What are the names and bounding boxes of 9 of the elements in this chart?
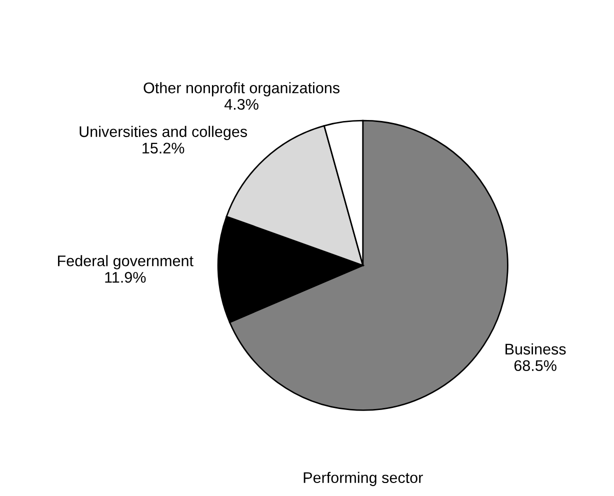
data-label: 68.5% bbox=[514, 360, 556, 372]
data-label: 11.9% bbox=[105, 272, 146, 283]
slice-label: Federal government bbox=[58, 255, 194, 270]
slice-label: Universities and colleges bbox=[80, 126, 248, 140]
text: Performing sector bbox=[304, 472, 423, 486]
slice-label: Business bbox=[506, 343, 566, 355]
slice-label: Other nonprofit organizations bbox=[144, 82, 340, 96]
data-label: 15.2% bbox=[142, 142, 184, 154]
data-label: 4.3% bbox=[224, 98, 258, 110]
